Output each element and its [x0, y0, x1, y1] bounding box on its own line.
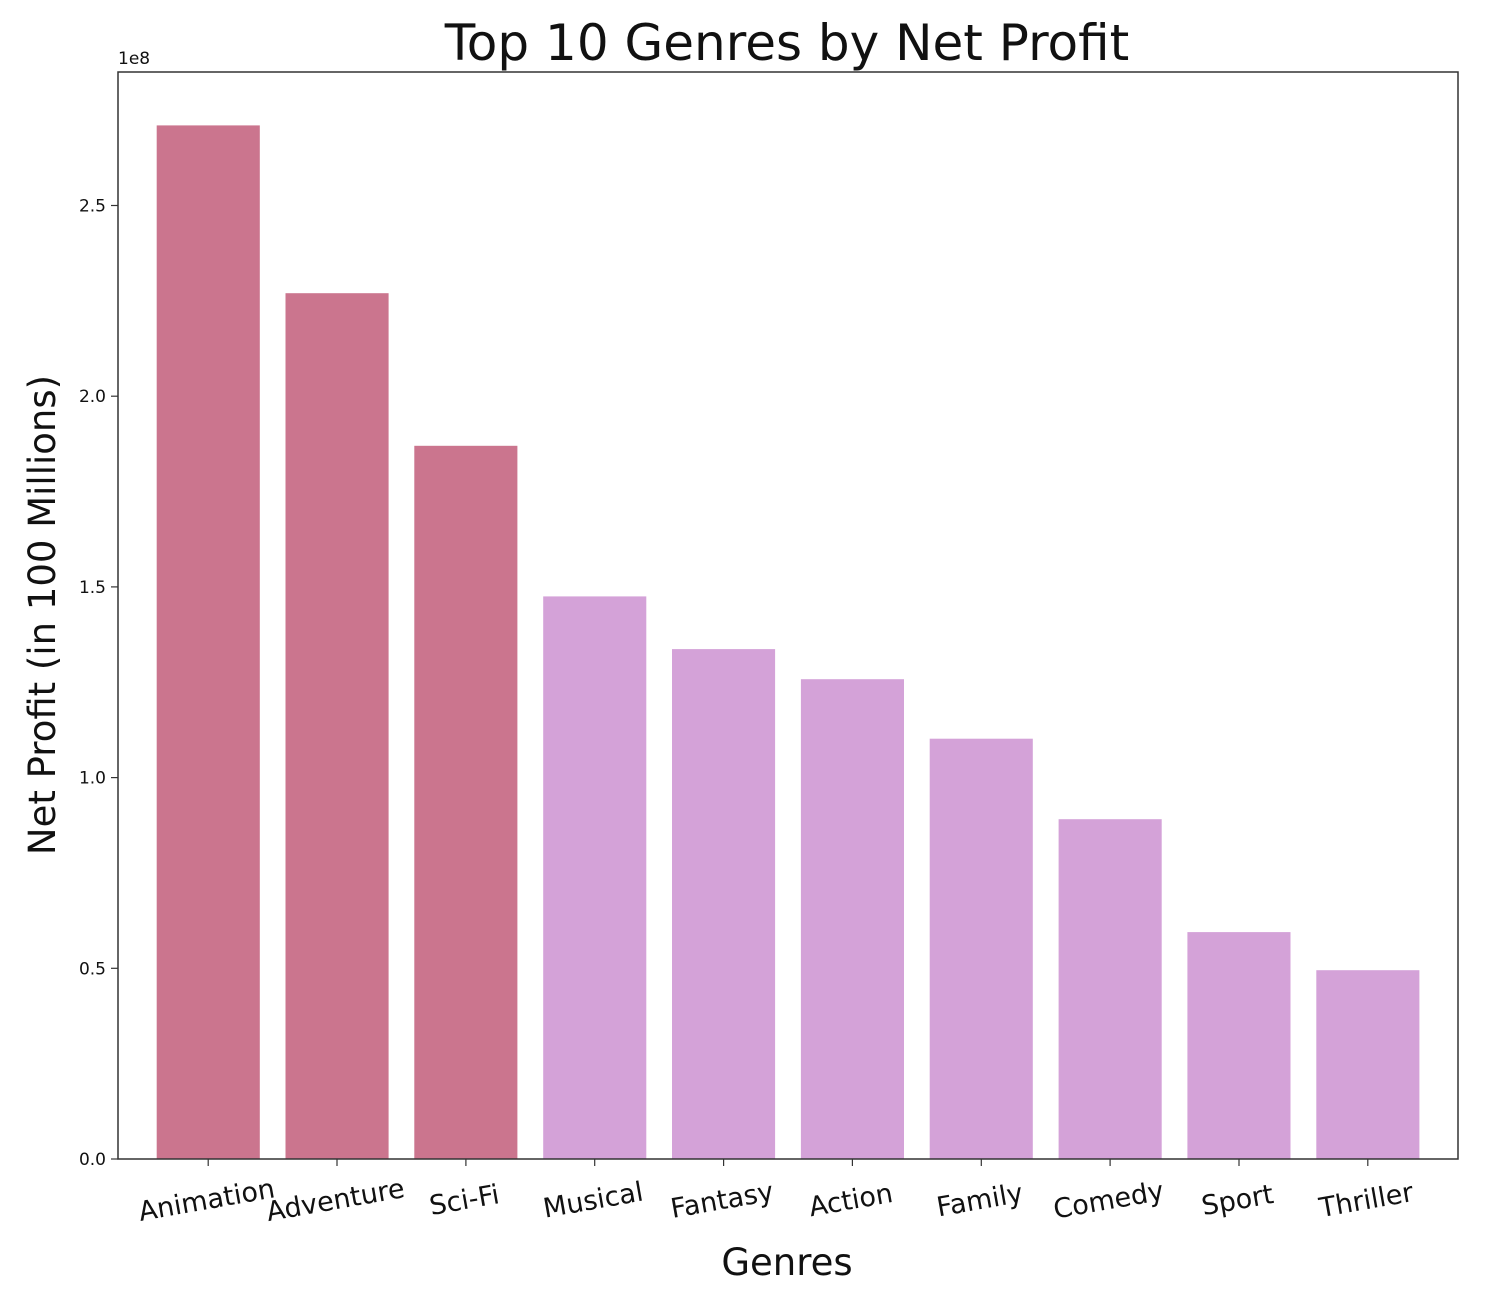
- bar-family: [929, 738, 1033, 1159]
- plot-frame: [117, 71, 1459, 1160]
- y-tick-label: 2.5: [79, 197, 106, 217]
- bar-sci-fi: [414, 445, 518, 1159]
- y-tick-label: 0.0: [79, 1150, 106, 1170]
- y-tick-label: 1.0: [79, 769, 106, 789]
- y-axis-offset-label: 1e8: [118, 49, 150, 69]
- y-tick-label: 0.5: [79, 959, 106, 979]
- y-tick-label: 1.5: [79, 578, 106, 598]
- bar-action: [800, 679, 904, 1159]
- bars-group: [156, 125, 1420, 1159]
- bar-sport: [1187, 932, 1291, 1159]
- bar-fantasy: [672, 649, 776, 1159]
- bar-thriller: [1316, 970, 1420, 1159]
- bar-comedy: [1058, 819, 1162, 1159]
- bar-animation: [156, 125, 260, 1159]
- y-tick-label: 2.0: [79, 387, 106, 407]
- chart-title: Top 10 Genres by Net Profit: [444, 14, 1129, 72]
- y-axis-label: Net Profit (in 100 Millions): [21, 375, 64, 855]
- bar-musical: [543, 596, 647, 1159]
- y-axis-ticks: 0.0 0.5 1.0 1.5 2.0 2.5: [79, 197, 118, 1170]
- x-axis-label: Genres: [721, 1241, 852, 1284]
- bar-adventure: [285, 293, 389, 1159]
